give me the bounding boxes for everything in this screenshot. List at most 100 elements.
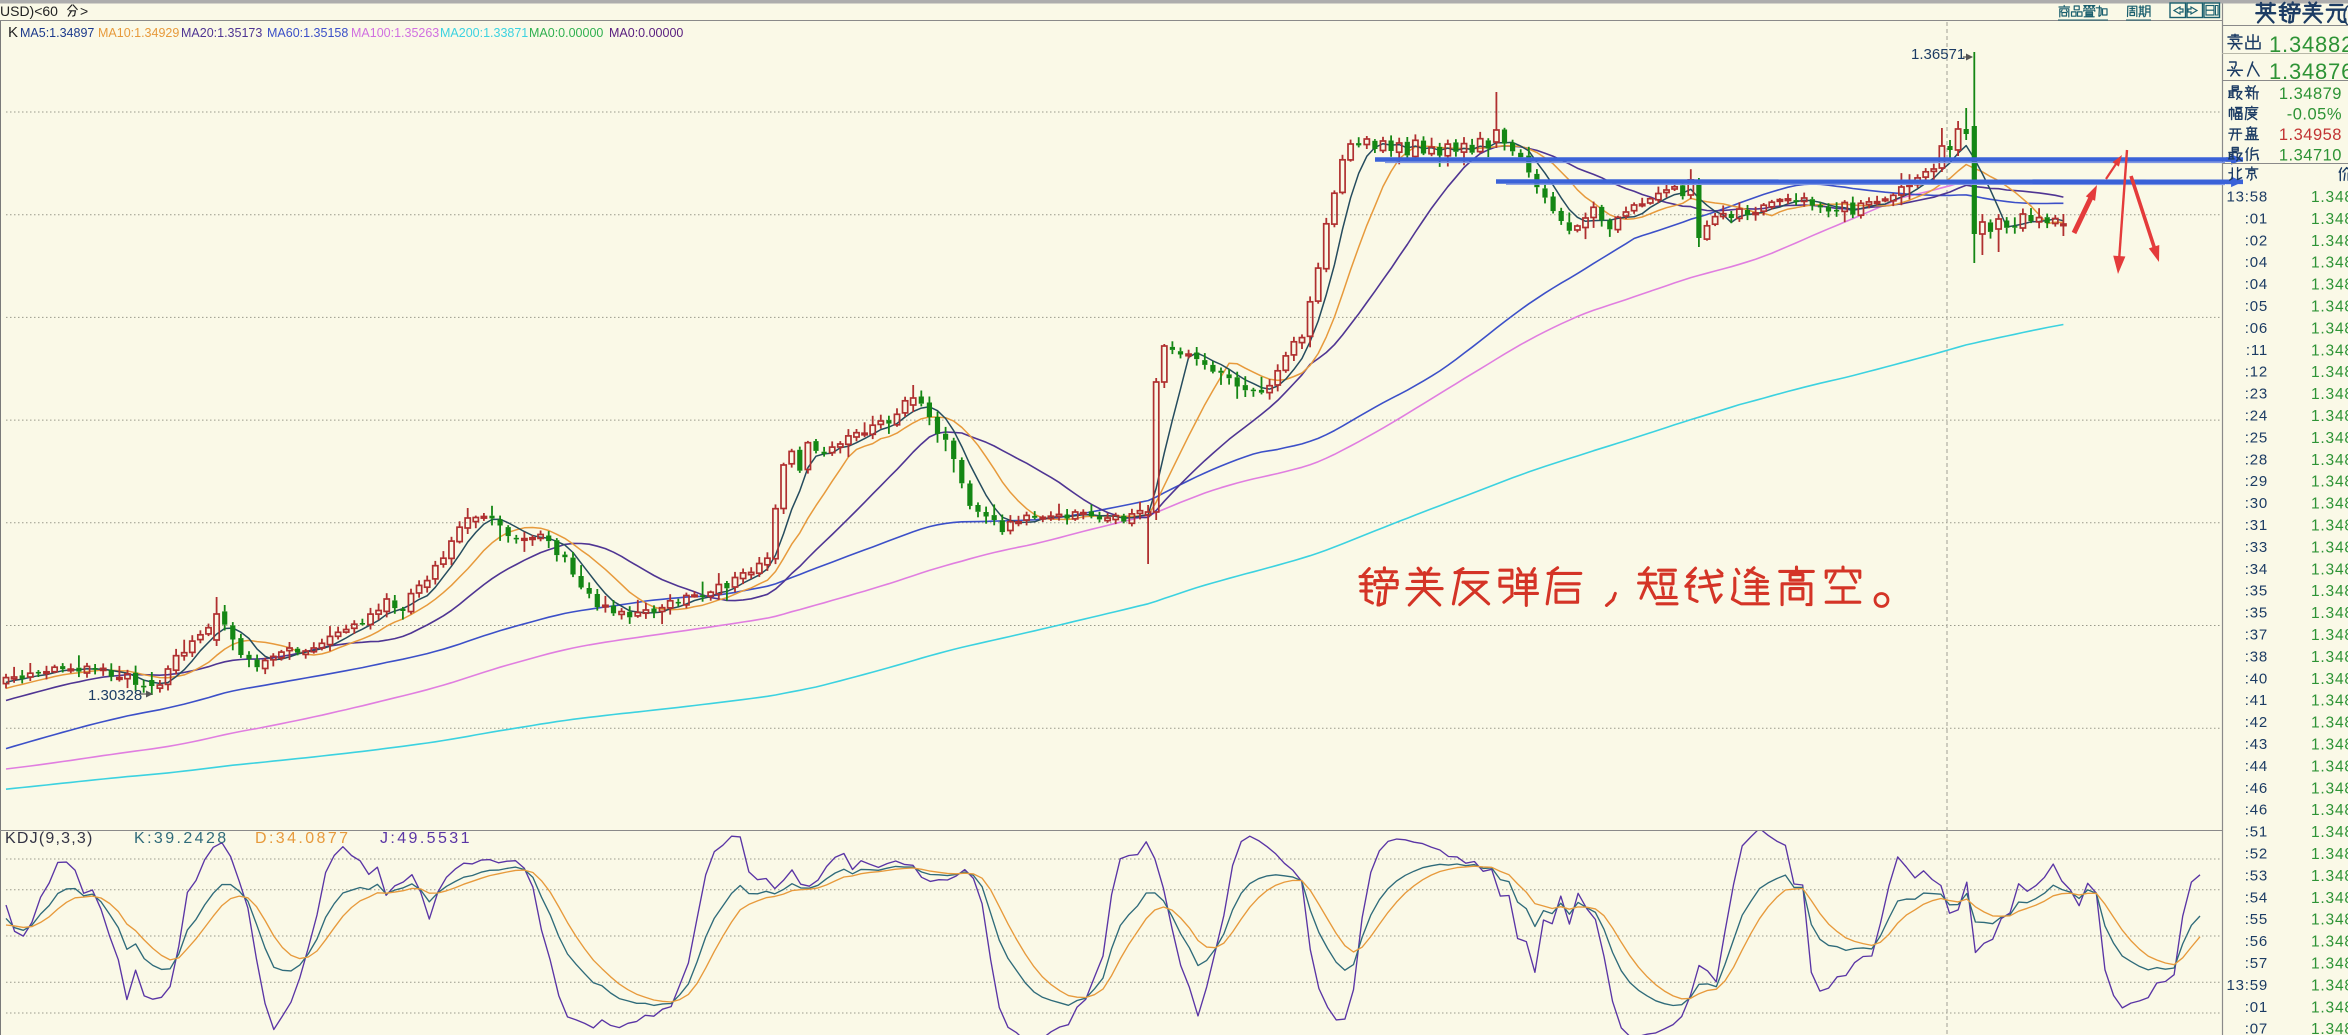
svg-text::31: :31 [2245,517,2268,534]
svg-text:1.3488: 1.3488 [2311,605,2348,622]
svg-text:1.3488: 1.3488 [2311,299,2348,316]
svg-text:1.3488: 1.3488 [2311,956,2348,973]
svg-text::46: :46 [2245,780,2268,797]
svg-text::51: :51 [2245,824,2268,841]
svg-text:1.3488: 1.3488 [2311,802,2348,819]
svg-text::04: :04 [2245,254,2268,271]
svg-text:13:59: 13:59 [2226,977,2268,994]
svg-text:MA100:1.35263: MA100:1.35263 [351,26,439,40]
svg-text:1.3488: 1.3488 [2311,342,2348,359]
svg-text:1.30328: 1.30328 [88,687,142,704]
svg-text:1.3488: 1.3488 [2311,255,2348,272]
svg-text::54: :54 [2245,889,2268,906]
svg-text:1.3488: 1.3488 [2311,890,2348,907]
svg-text:1.3488: 1.3488 [2311,408,2348,425]
svg-text::29: :29 [2245,473,2268,490]
svg-text:1.3488: 1.3488 [2311,233,2348,250]
svg-text:1.3488: 1.3488 [2311,430,2348,447]
svg-text::07: :07 [2245,1021,2268,1035]
svg-text:K: K [8,24,18,41]
svg-text:1.3488: 1.3488 [2311,452,2348,469]
svg-text::56: :56 [2245,933,2268,950]
svg-text:1.34879: 1.34879 [2279,85,2342,103]
svg-text::41: :41 [2245,692,2268,709]
svg-text:1.3488: 1.3488 [2311,583,2348,600]
svg-text:1.3488: 1.3488 [2311,211,2348,228]
svg-text::01: :01 [2245,999,2268,1016]
svg-text::52: :52 [2245,846,2268,863]
svg-text::11: :11 [2246,342,2268,359]
svg-text::55: :55 [2245,911,2268,928]
svg-text::23: :23 [2245,386,2268,403]
svg-text::57: :57 [2245,955,2268,972]
svg-text:1.34710: 1.34710 [2279,147,2342,165]
svg-text::12: :12 [2245,364,2268,381]
svg-text:1.36571: 1.36571 [1911,46,1965,63]
svg-text::35: :35 [2245,605,2268,622]
svg-text:1.3488: 1.3488 [2311,912,2348,929]
svg-text:1.3488: 1.3488 [2311,649,2348,666]
svg-text::05: :05 [2245,298,2268,315]
svg-text:D:34.0877: D:34.0877 [255,830,350,847]
svg-text:13:58: 13:58 [2226,189,2268,206]
svg-text:1.3488: 1.3488 [2311,693,2348,710]
svg-text:MA5:1.34897: MA5:1.34897 [20,26,94,40]
svg-text:1.3488: 1.3488 [2311,780,2348,797]
svg-text::37: :37 [2245,627,2268,644]
svg-text::02: :02 [2245,232,2268,249]
svg-text:1.3488: 1.3488 [2311,977,2348,994]
svg-text:1.3488: 1.3488 [2311,715,2348,732]
svg-text::06: :06 [2245,320,2268,337]
svg-text:1.3488: 1.3488 [2311,999,2348,1016]
svg-text:1.34882: 1.34882 [2269,32,2348,57]
svg-text:1.3488: 1.3488 [2311,758,2348,775]
svg-text:1.3488: 1.3488 [2311,189,2348,206]
svg-text:1.3488: 1.3488 [2311,627,2348,644]
svg-text:-0.05%: -0.05% [2287,106,2342,124]
svg-text:1.3488: 1.3488 [2311,364,2348,381]
svg-text:KDJ(9,3,3): KDJ(9,3,3) [5,830,93,847]
svg-text:1.3488: 1.3488 [2311,539,2348,556]
svg-text::04: :04 [2245,276,2268,293]
svg-text:(: ( [2342,3,2348,26]
svg-text::30: :30 [2245,495,2268,512]
svg-text::25: :25 [2245,429,2268,446]
svg-text::40: :40 [2245,670,2268,687]
svg-text:1.3488: 1.3488 [2311,277,2348,294]
svg-text::38: :38 [2245,648,2268,665]
svg-text:MA20:1.35173: MA20:1.35173 [181,26,262,40]
svg-text:1.3488: 1.3488 [2311,824,2348,841]
svg-text::44: :44 [2245,758,2268,775]
svg-text:MA0:0.00000: MA0:0.00000 [529,26,603,40]
svg-text:USD)<60: USD)<60 [0,3,58,19]
svg-text:1.34958: 1.34958 [2279,126,2342,144]
svg-text:1.34876: 1.34876 [2269,59,2348,84]
svg-text:K:39.2428: K:39.2428 [134,830,229,847]
svg-text:1.3488: 1.3488 [2311,320,2348,337]
svg-text:1.3488: 1.3488 [2311,737,2348,754]
svg-text::01: :01 [2245,210,2268,227]
svg-text::42: :42 [2245,714,2268,731]
svg-text::43: :43 [2245,736,2268,753]
svg-text:J:49.5531: J:49.5531 [380,830,472,847]
svg-text::46: :46 [2245,802,2268,819]
svg-text:1.3488: 1.3488 [2311,561,2348,578]
svg-text:1.3488: 1.3488 [2311,1021,2348,1035]
svg-text::28: :28 [2245,451,2268,468]
svg-text:MA60:1.35158: MA60:1.35158 [267,26,348,40]
svg-text::34: :34 [2245,561,2268,578]
svg-text:MA200:1.33871: MA200:1.33871 [440,26,528,40]
svg-text:1.3488: 1.3488 [2311,868,2348,885]
svg-text:MA10:1.34929: MA10:1.34929 [98,26,179,40]
svg-text:1.3488: 1.3488 [2311,386,2348,403]
svg-text:1.3488: 1.3488 [2311,934,2348,951]
svg-text:1.3488: 1.3488 [2311,846,2348,863]
svg-text::33: :33 [2245,539,2268,556]
svg-text:>: > [80,3,88,19]
svg-text:MA0:0.00000: MA0:0.00000 [609,26,683,40]
svg-text::53: :53 [2245,867,2268,884]
svg-text::24: :24 [2245,408,2268,425]
svg-text:1.3488: 1.3488 [2311,474,2348,491]
svg-text:1.3488: 1.3488 [2311,671,2348,688]
svg-text:1.3488: 1.3488 [2311,518,2348,535]
